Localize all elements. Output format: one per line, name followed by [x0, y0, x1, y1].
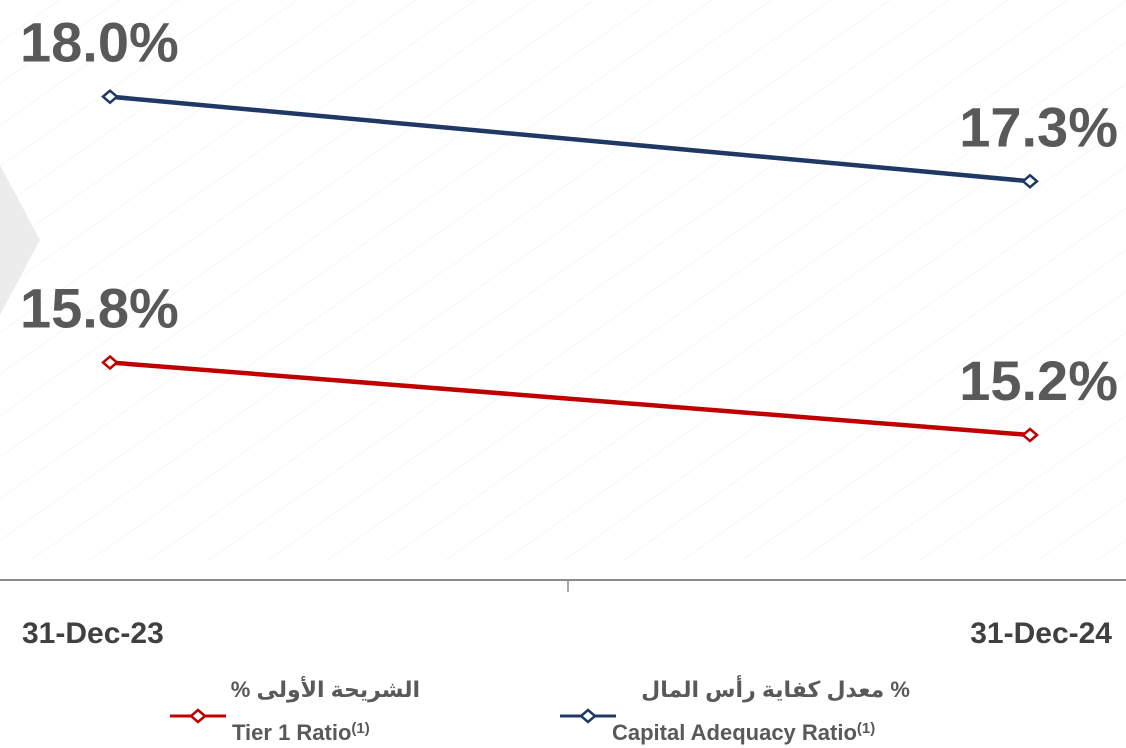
legend-marker	[189, 708, 207, 724]
legend-name: Capital Adequacy Ratio	[612, 720, 857, 745]
legend-label: Tier 1 Ratio(1)	[232, 720, 370, 745]
data-label: 17.3%	[959, 95, 1118, 158]
series-line	[109, 360, 1031, 438]
legend-label-ar: معدل كفاية رأس المال %	[641, 674, 910, 702]
data-label: 18.0%	[20, 11, 179, 74]
x-tick-label: 31-Dec-24	[970, 617, 1112, 650]
legend-note: (1)	[857, 720, 875, 737]
x-tick-label: 31-Dec-23	[22, 617, 164, 650]
point-marker	[101, 354, 119, 371]
legend-label: Capital Adequacy Ratio(1)	[612, 720, 875, 745]
legend-name: Tier 1 Ratio	[232, 720, 351, 745]
legend-note: (1)	[351, 720, 369, 737]
point-marker	[1021, 427, 1039, 443]
point-marker	[101, 89, 119, 105]
legend-marker	[579, 708, 597, 724]
data-label: 15.2%	[959, 349, 1118, 412]
background-triangle	[0, 165, 40, 315]
series-line	[109, 94, 1031, 184]
point-marker	[1021, 173, 1039, 189]
legend-label-ar: % الشريحة الأولى	[231, 675, 420, 703]
background-pattern	[0, 0, 1126, 560]
data-label: 15.8%	[20, 277, 179, 340]
